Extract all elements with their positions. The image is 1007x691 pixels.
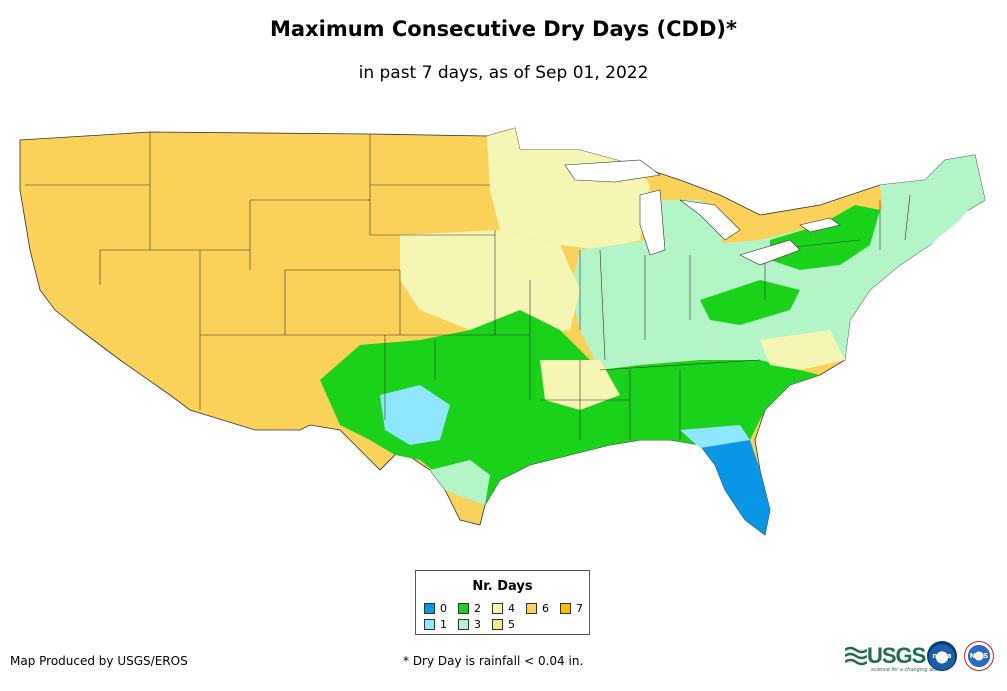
legend-swatch xyxy=(492,602,503,614)
usgs-wordmark: USGS xyxy=(867,643,926,668)
legend-label: 2 xyxy=(474,601,481,615)
legend-item-7: 7 xyxy=(560,601,583,615)
region-upper-midwest xyxy=(487,128,650,250)
legend-label: 3 xyxy=(474,617,481,631)
region-central-plains xyxy=(400,230,580,335)
region-south-green xyxy=(320,310,820,505)
usgs-tagline: science for a changing world xyxy=(871,667,943,673)
region-florida xyxy=(700,440,770,535)
legend-label: 5 xyxy=(508,617,515,631)
cdd-map xyxy=(19,127,986,536)
legend-label: 0 xyxy=(440,601,447,615)
legend-item-1: 1 xyxy=(424,617,447,631)
legend-title: Nr. Days xyxy=(472,579,533,594)
region-texas-blue xyxy=(380,385,450,445)
legend-item-5: 5 xyxy=(492,617,515,631)
legend-swatch xyxy=(458,618,469,630)
legend: Nr. Days 0 1 2 3 4 5 6 7 xyxy=(415,570,590,635)
region-ga-coast xyxy=(680,425,750,448)
region-patch-carolina xyxy=(760,330,845,370)
legend-item-0: 0 xyxy=(424,601,447,615)
dry-day-note: * Dry Day is rainfall < 0.04 in. xyxy=(403,654,584,668)
legend-label: 6 xyxy=(542,601,549,615)
legend-label: 7 xyxy=(576,601,583,615)
region-new-england xyxy=(880,155,985,250)
region-pa-ny xyxy=(770,205,880,270)
state-borders xyxy=(25,132,911,440)
credit-text: Map Produced by USGS/EROS xyxy=(10,654,188,668)
legend-swatch xyxy=(526,602,537,614)
legend-item-3: 3 xyxy=(458,617,481,631)
great-lakes xyxy=(564,159,841,266)
legend-swatch xyxy=(560,602,571,614)
nws-seal-text: NWS xyxy=(969,652,989,660)
legend-swatch xyxy=(424,618,435,630)
region-midwest-east xyxy=(570,175,980,370)
map-subtitle: in past 7 days, as of Sep 01, 2022 xyxy=(358,63,649,83)
legend-swatch xyxy=(458,602,469,614)
nws-seal: NWS xyxy=(964,641,994,671)
legend-swatch xyxy=(424,602,435,614)
region-texas-coast xyxy=(430,460,490,505)
legend-label: 1 xyxy=(440,617,447,631)
legend-item-4: 4 xyxy=(492,601,515,615)
region-ohio-valley xyxy=(700,280,800,325)
noaa-seal: noaa xyxy=(927,641,957,671)
legend-label: 4 xyxy=(508,601,515,615)
legend-item-6: 6 xyxy=(526,601,549,615)
legend-item-2: 2 xyxy=(458,601,481,615)
legend-swatch xyxy=(492,618,503,630)
noaa-seal-text: noaa xyxy=(932,652,952,660)
usgs-logo: USGS science for a changing world xyxy=(845,643,943,673)
map-title: Maximum Consecutive Dry Days (CDD)* xyxy=(270,17,737,41)
usgs-wave-icon xyxy=(845,646,867,666)
